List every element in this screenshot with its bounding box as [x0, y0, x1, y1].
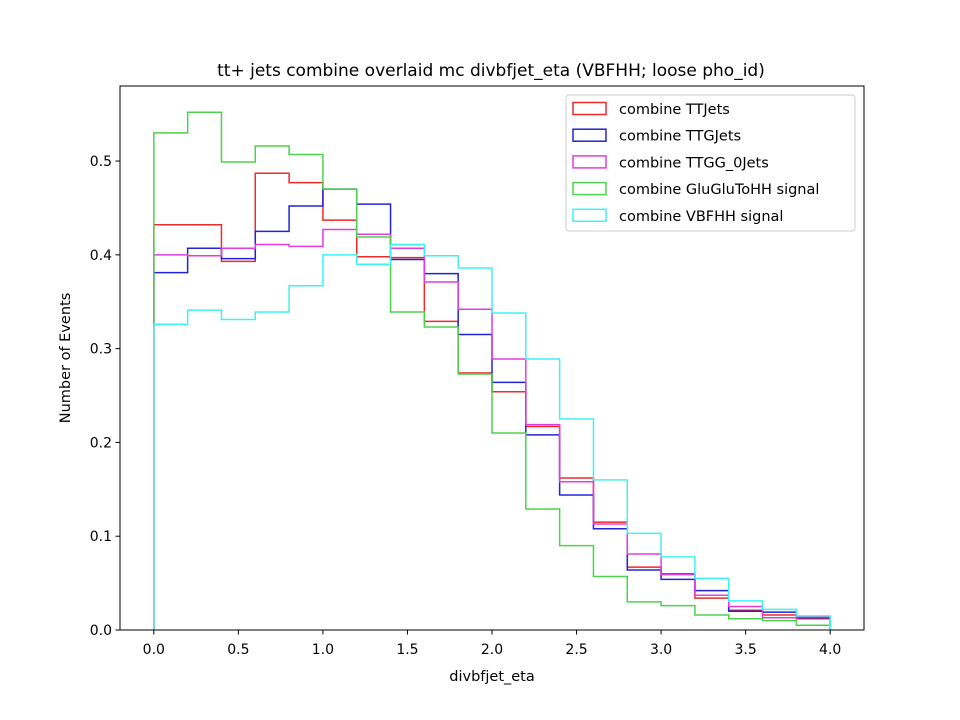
x-axis-label: divbfjet_eta — [449, 669, 535, 685]
legend-label: combine TTGJets — [619, 129, 741, 145]
legend-swatch — [572, 155, 607, 169]
legend-swatch — [572, 128, 607, 142]
y-tick-label: 0.4 — [90, 248, 112, 264]
legend-label: combine TTGG_0Jets — [619, 155, 769, 171]
legend-swatch — [572, 208, 607, 223]
x-tick-label: 1.0 — [312, 642, 334, 658]
x-tick-label: 0.0 — [143, 642, 165, 658]
y-tick-label: 0.2 — [90, 435, 112, 451]
series-layer — [153, 111, 831, 630]
x-tick-label: 3.0 — [650, 642, 672, 658]
y-tick-label: 0.5 — [90, 154, 112, 170]
x-tick-label: 4.0 — [819, 642, 841, 658]
legend-label: combine GluGluToHH signal — [619, 182, 819, 198]
y-axis-label: Number of Events — [58, 293, 74, 424]
x-tick-label: 0.5 — [227, 642, 249, 658]
y-tick-label: 0.3 — [90, 342, 112, 358]
legend-swatch — [572, 181, 607, 196]
x-tick-label: 1.5 — [396, 642, 418, 658]
legend-label: combine TTJets — [619, 102, 730, 118]
legend-label: combine VBFHH signal — [619, 209, 783, 225]
y-tick-label: 0.0 — [90, 623, 112, 639]
chart-title: tt+ jets combine overlaid mc divbfjet_et… — [217, 61, 765, 81]
x-axis-ticks: 0.0 0.5 1.0 1.5 2.0 2.5 3.0 3.5 4.0 — [143, 630, 841, 658]
legend-swatch — [572, 101, 607, 116]
legend-box — [565, 94, 856, 232]
x-tick-label: 3.5 — [735, 642, 757, 658]
x-tick-label: 2.0 — [481, 642, 503, 658]
y-axis-ticks: 0.0 0.1 0.2 0.3 0.4 0.5 — [90, 154, 120, 639]
series-line-5 — [153, 243, 831, 630]
legend: combine TTJets combine TTGJets combine TTG… — [565, 94, 856, 232]
x-tick-label: 2.5 — [565, 642, 587, 658]
series-line-4 — [153, 111, 831, 630]
y-tick-label: 0.1 — [90, 529, 112, 545]
